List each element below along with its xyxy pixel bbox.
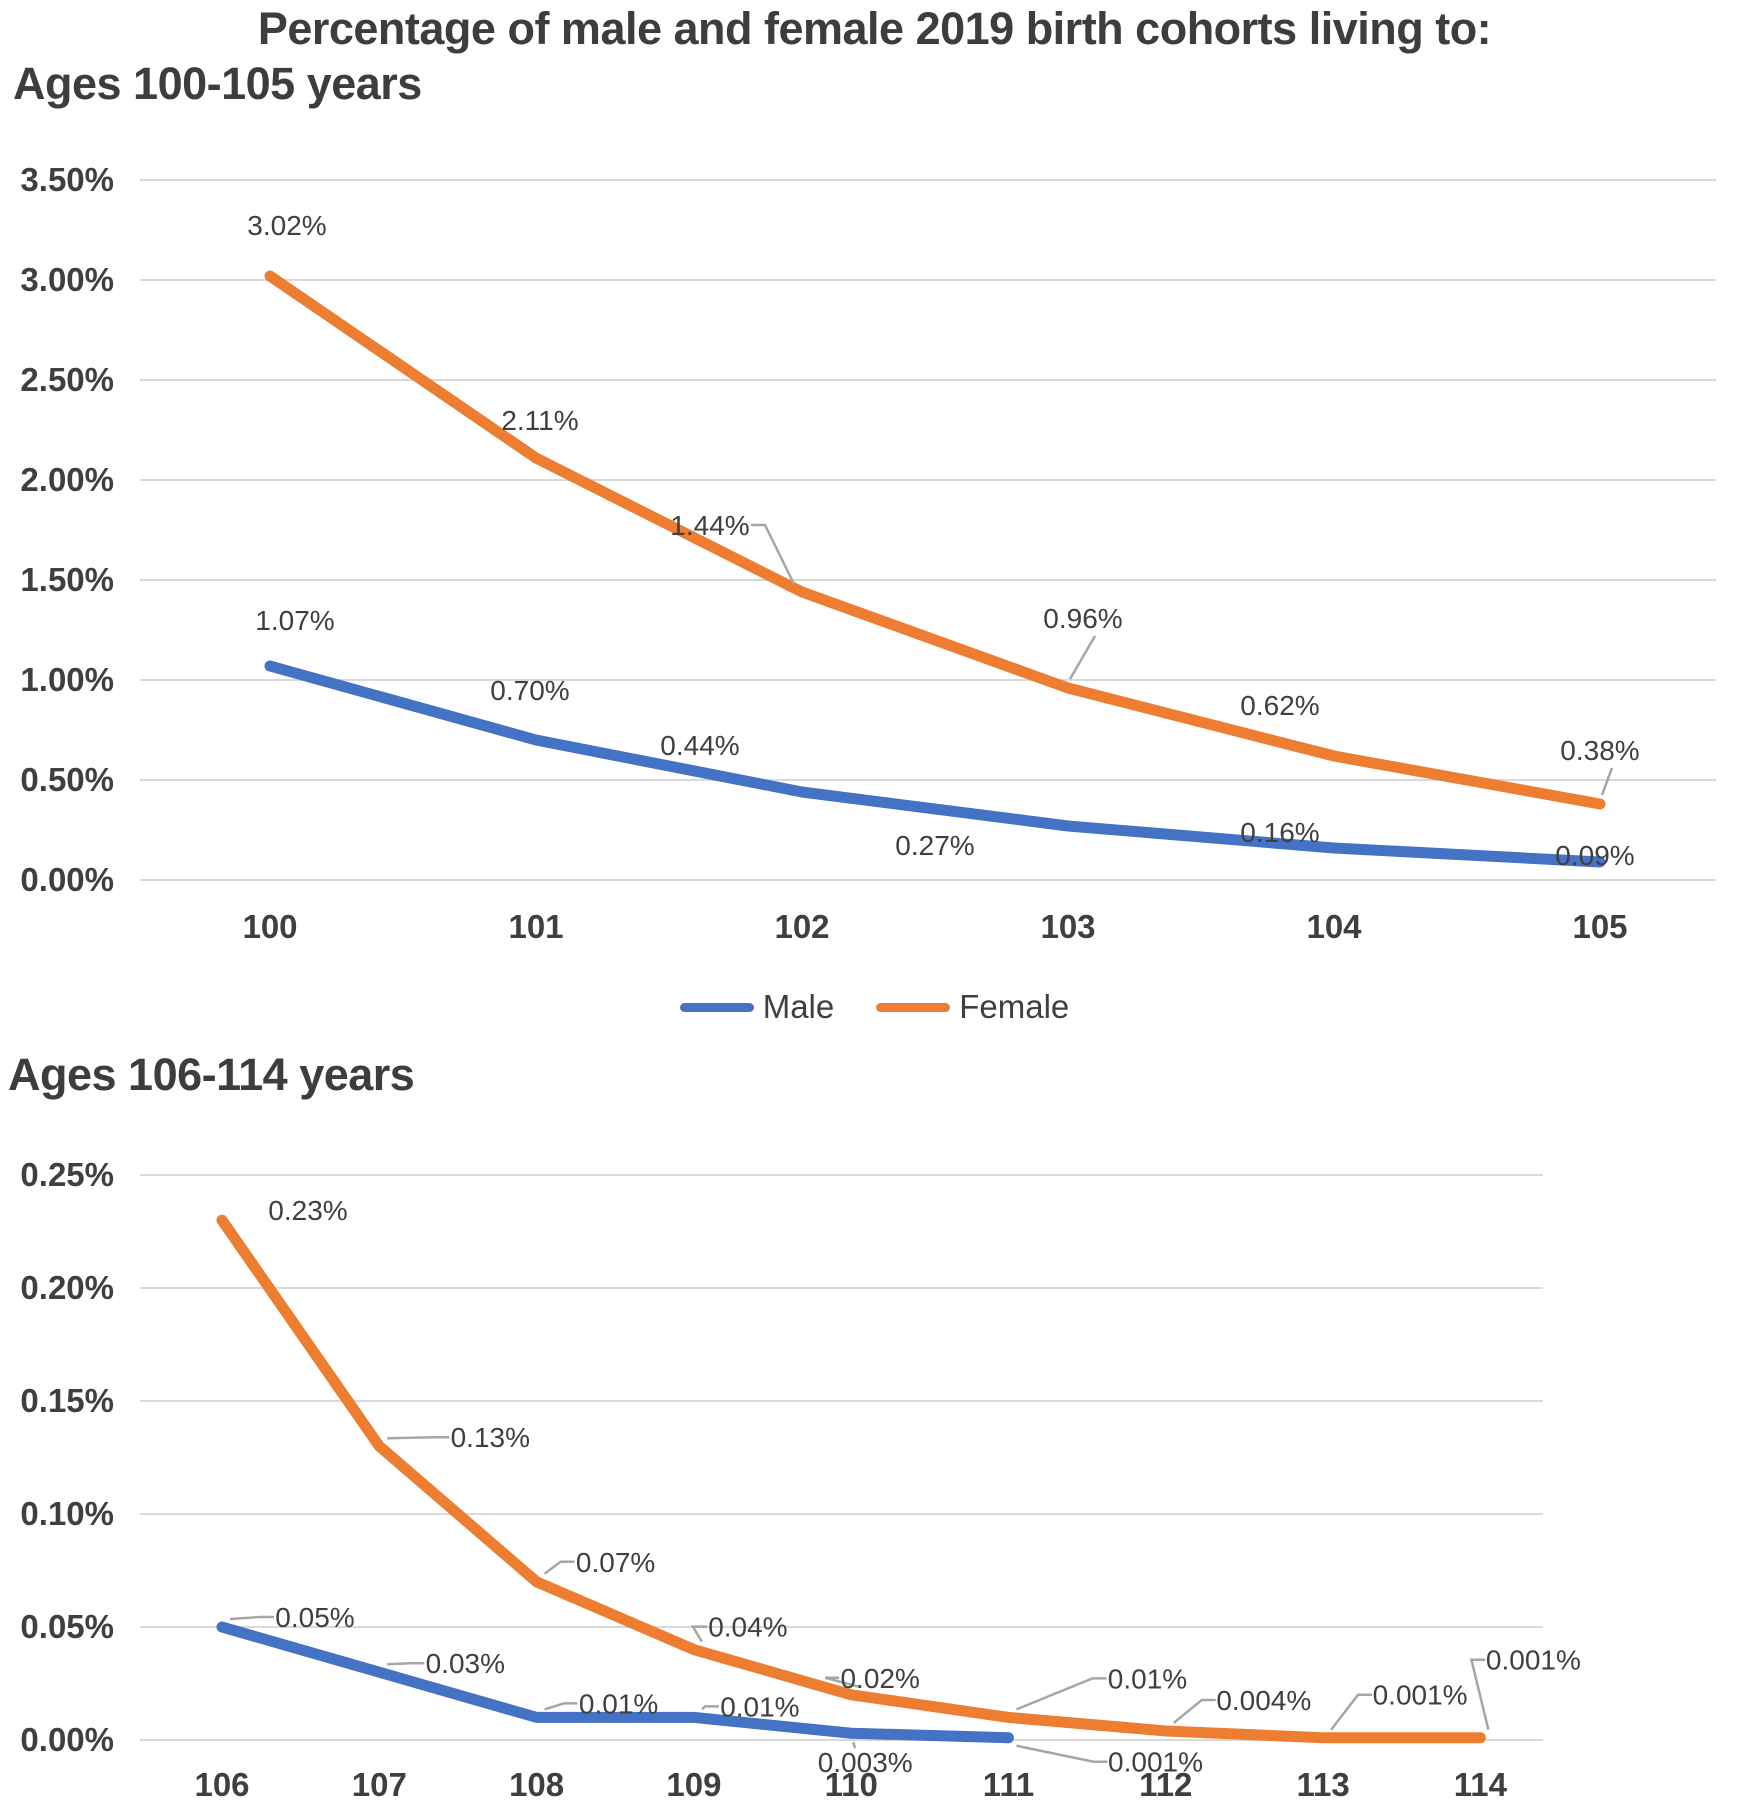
x-axis-tick-label: 109 bbox=[666, 1766, 721, 1800]
data-label: 0.001% bbox=[1486, 1645, 1581, 1676]
data-label: 0.001% bbox=[1108, 1747, 1203, 1778]
y-axis-tick-label: 1.50% bbox=[20, 561, 114, 598]
x-axis-tick-label: 106 bbox=[194, 1766, 249, 1800]
x-axis-tick-label: 108 bbox=[509, 1766, 564, 1800]
data-label: 0.70% bbox=[490, 675, 569, 706]
data-label: 0.13% bbox=[451, 1422, 530, 1453]
leader-line bbox=[1016, 1744, 1108, 1763]
y-axis-tick-label: 1.00% bbox=[20, 661, 114, 698]
legend-item-male: Male bbox=[679, 988, 835, 1026]
subtitle-ages-100-105: Ages 100-105 years bbox=[13, 58, 422, 109]
y-axis-tick-label: 3.50% bbox=[20, 161, 114, 198]
legend-label-female: Female bbox=[959, 988, 1070, 1025]
data-label: 1.44% bbox=[670, 510, 749, 541]
x-axis-tick-label: 104 bbox=[1306, 908, 1362, 945]
leader-line bbox=[824, 1676, 860, 1689]
series-line-female bbox=[264, 270, 1606, 810]
data-label: 0.07% bbox=[576, 1547, 655, 1578]
main-title: Percentage of male and female 2019 birth… bbox=[257, 3, 1492, 54]
y-axis-tick-label: 0.05% bbox=[20, 1608, 114, 1645]
legend-item-female: Female bbox=[876, 988, 1069, 1026]
subtitle-ages-106-114: Ages 106-114 years bbox=[8, 1049, 415, 1100]
legend: Male Female bbox=[0, 988, 1749, 1026]
female-line-swatch bbox=[876, 1002, 951, 1012]
data-label: 0.02% bbox=[840, 1663, 919, 1694]
data-label: 2.11% bbox=[501, 405, 578, 436]
series-line-female bbox=[216, 1214, 1486, 1744]
data-label: 0.004% bbox=[1216, 1685, 1311, 1716]
data-label: 0.16% bbox=[1240, 817, 1319, 848]
y-axis-tick-label: 0.00% bbox=[20, 1721, 114, 1758]
y-axis-tick-label: 0.25% bbox=[20, 1156, 114, 1193]
x-axis-tick-label: 100 bbox=[242, 908, 297, 945]
data-label: 0.27% bbox=[895, 830, 974, 861]
x-axis-tick-label: 107 bbox=[352, 1766, 407, 1800]
data-label: 3.02% bbox=[247, 210, 326, 241]
data-label: 0.01% bbox=[720, 1691, 799, 1722]
x-axis-tick-label: 101 bbox=[508, 908, 563, 945]
y-axis-tick-label: 0.10% bbox=[20, 1495, 114, 1532]
y-axis-tick-label: 0.20% bbox=[20, 1269, 114, 1306]
leader-line bbox=[701, 1705, 719, 1711]
x-axis-tick-label: 111 bbox=[983, 1766, 1034, 1800]
leader-line bbox=[690, 1625, 707, 1643]
data-label: 0.09% bbox=[1555, 840, 1634, 871]
leader-line bbox=[1469, 1658, 1490, 1731]
data-label: 0.96% bbox=[1043, 603, 1122, 634]
x-axis-tick-label: 112 bbox=[1139, 1766, 1192, 1800]
y-axis-tick-label: 0.50% bbox=[20, 761, 114, 798]
leader-line bbox=[852, 1741, 857, 1749]
data-label: 0.01% bbox=[1108, 1663, 1187, 1694]
leader-line bbox=[751, 523, 796, 585]
series-line-male bbox=[264, 660, 1606, 868]
x-axis-tick-label: 102 bbox=[774, 908, 829, 945]
x-axis-tick-label: 103 bbox=[1040, 908, 1095, 945]
data-label: 0.03% bbox=[426, 1648, 505, 1679]
leader-line bbox=[1016, 1677, 1107, 1711]
leader-line bbox=[387, 1661, 425, 1666]
leader-line bbox=[543, 1560, 575, 1575]
data-label: 0.38% bbox=[1560, 735, 1639, 766]
y-axis-tick-label: 0.00% bbox=[20, 861, 114, 898]
legend-label-male: Male bbox=[762, 988, 835, 1025]
leader-line bbox=[544, 1702, 578, 1711]
leader-line bbox=[1068, 635, 1097, 680]
x-axis-tick-label: 105 bbox=[1572, 908, 1627, 945]
data-label: 0.001% bbox=[1373, 1680, 1468, 1711]
y-axis-tick-label: 2.50% bbox=[20, 361, 114, 398]
data-label: 0.003% bbox=[818, 1747, 913, 1778]
y-axis-tick-label: 2.00% bbox=[20, 461, 114, 498]
x-axis-tick-label: 113 bbox=[1296, 1766, 1349, 1800]
y-axis-tick-label: 0.15% bbox=[20, 1382, 114, 1419]
series-line-male bbox=[216, 1621, 1014, 1744]
data-label: 0.01% bbox=[579, 1688, 658, 1719]
data-label: 0.04% bbox=[708, 1612, 787, 1643]
y-axis-tick-label: 3.00% bbox=[20, 261, 114, 298]
leader-line bbox=[387, 1435, 450, 1440]
male-line-swatch bbox=[679, 1002, 754, 1012]
data-label: 1.07% bbox=[255, 605, 334, 636]
x-axis-tick-label: 110 bbox=[825, 1766, 878, 1800]
data-label: 0.62% bbox=[1240, 690, 1319, 721]
data-label: 0.23% bbox=[268, 1195, 347, 1226]
leader-line bbox=[1330, 1693, 1373, 1731]
data-label: 0.44% bbox=[660, 730, 739, 761]
data-label: 0.05% bbox=[275, 1602, 354, 1633]
leader-line bbox=[229, 1615, 274, 1621]
leader-line bbox=[1173, 1698, 1216, 1724]
leader-line bbox=[1600, 767, 1614, 796]
x-axis-tick-label: 114 bbox=[1454, 1766, 1508, 1800]
